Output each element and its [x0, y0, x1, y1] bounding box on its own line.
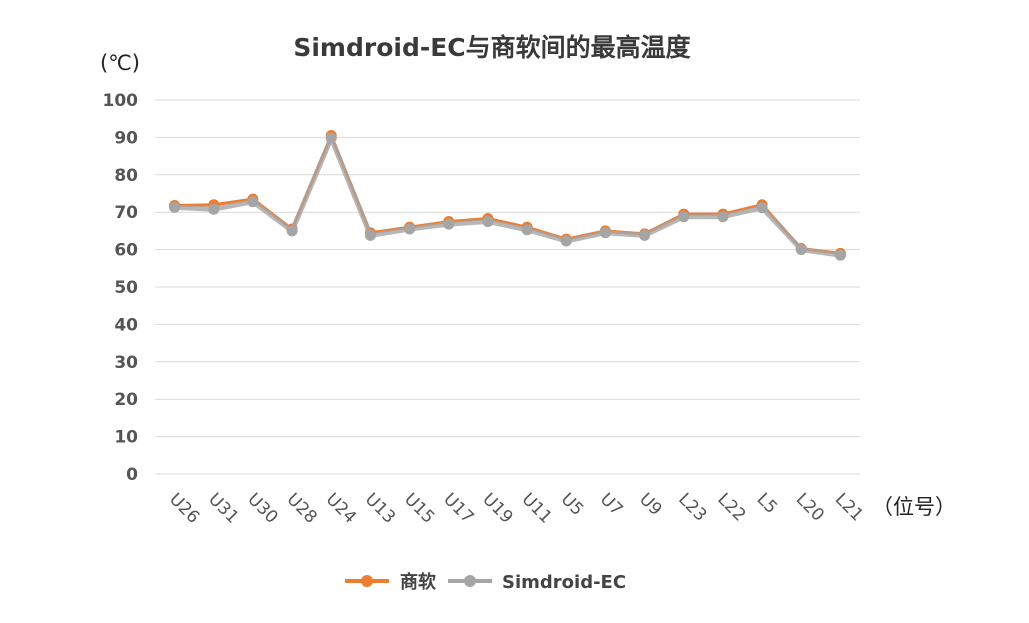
x-tick-label: U9: [635, 489, 666, 520]
x-tick-label: U11: [518, 489, 556, 527]
data-point: [208, 203, 220, 215]
data-point: [834, 249, 846, 261]
data-point: [599, 227, 611, 239]
y-axis-unit: (℃): [100, 51, 140, 75]
y-tick-label: 60: [114, 241, 138, 261]
data-point: [482, 216, 494, 228]
x-tick-label: L22: [713, 489, 749, 525]
x-tick-label: L23: [674, 489, 710, 525]
series-line: [174, 135, 841, 258]
series-shangruan: [169, 130, 846, 259]
x-tick-label: L20: [792, 489, 828, 525]
series-simdroid-ec: [169, 132, 846, 261]
legend-swatch-marker: [361, 575, 373, 587]
x-tick-label: U15: [400, 489, 438, 527]
data-point: [795, 244, 807, 256]
y-tick-label: 70: [114, 203, 138, 223]
y-tick-label: 80: [114, 166, 138, 186]
x-tick-label: U30: [243, 489, 281, 527]
y-tick-label: 0: [126, 465, 138, 485]
chart-title: Simdroid-EC与商软间的最高温度: [293, 33, 690, 62]
y-tick-label: 50: [114, 278, 138, 298]
data-point: [639, 229, 651, 241]
legend-swatch-marker: [464, 575, 476, 587]
series-group: [169, 130, 846, 261]
data-point: [286, 225, 298, 237]
y-tick-label: 30: [114, 353, 138, 373]
x-axis-unit: （位号）: [872, 495, 956, 519]
y-tick-label: 20: [114, 390, 138, 410]
data-point: [443, 218, 455, 230]
legend-label: Simdroid-EC: [502, 572, 626, 593]
data-point: [404, 223, 416, 235]
gridlines: [155, 99, 860, 475]
data-point: [756, 202, 768, 214]
y-tick-label: 90: [114, 128, 138, 148]
data-point: [325, 132, 337, 144]
data-point: [247, 196, 259, 208]
data-point: [364, 229, 376, 241]
data-point: [560, 235, 572, 247]
data-point: [717, 211, 729, 223]
x-tick-label: U31: [204, 489, 242, 527]
y-tick-label: 40: [114, 315, 138, 335]
x-tick-label: U7: [596, 489, 627, 520]
y-axis-ticks: 0 10 20 30 40 50 60 70 80 90 100: [103, 91, 139, 485]
data-point: [169, 201, 181, 213]
x-tick-label: U24: [322, 489, 360, 527]
x-tick-label: U17: [439, 489, 477, 527]
data-point: [521, 224, 533, 236]
y-tick-label: 10: [114, 428, 138, 448]
legend-label: 商软: [400, 571, 436, 593]
y-tick-label: 100: [103, 91, 139, 111]
x-axis-ticks: U26 U31 U30 U28 U24 U13 U15 U17 U19 U11 U5 U7 U9 L23 L…: [165, 489, 867, 527]
x-tick-label: L21: [831, 489, 867, 525]
data-point: [678, 211, 690, 223]
x-tick-label: U28: [283, 489, 321, 527]
x-tick-label: U13: [361, 489, 399, 527]
x-tick-label: U5: [557, 489, 588, 520]
series-line: [174, 134, 841, 255]
legend: 商软 Simdroid-EC: [345, 571, 626, 593]
x-tick-label: U19: [478, 489, 516, 527]
x-tick-label: L5: [753, 489, 781, 517]
x-tick-label: U26: [165, 489, 203, 527]
